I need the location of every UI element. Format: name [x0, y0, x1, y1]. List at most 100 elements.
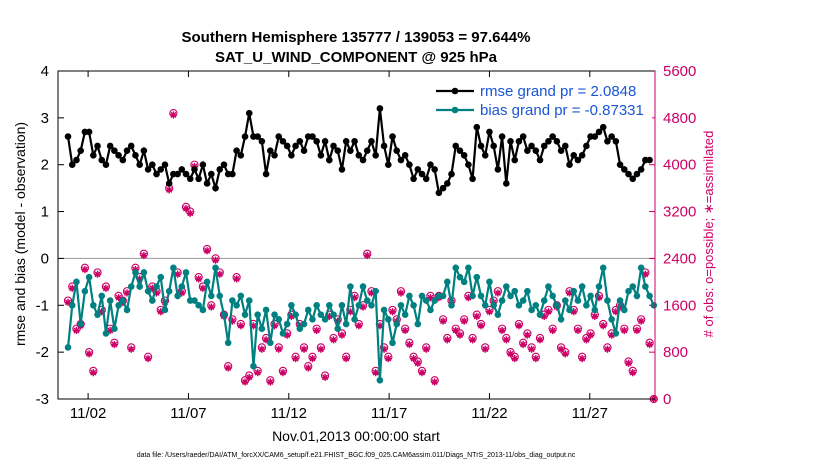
bias-point [245, 297, 253, 304]
bias-point [380, 306, 388, 314]
obs-assimilated-marker [127, 345, 135, 353]
obs-assimilated-marker [72, 326, 81, 335]
bias-point [536, 311, 544, 318]
rmse-point [646, 156, 653, 164]
obs-assimilated-marker [519, 340, 527, 349]
bias-point [393, 320, 401, 328]
bias-point [494, 311, 502, 318]
bias-point [406, 292, 413, 300]
bias-point [283, 320, 291, 328]
rmse-point [456, 147, 464, 154]
obs-assimilated-marker [591, 312, 599, 321]
rmse-point [608, 133, 615, 140]
bias-point [477, 292, 485, 300]
obs-assimilated-marker [207, 303, 215, 311]
bias-point [368, 301, 375, 309]
obs-assimilated-marker [536, 336, 544, 344]
obs-assimilated-marker [468, 336, 477, 344]
rmse-point [620, 166, 628, 173]
rmse-point [174, 170, 181, 178]
x-tick-label: 11/07 [170, 405, 206, 422]
obs-assimilated-marker [182, 205, 190, 213]
rmse-point [283, 142, 291, 150]
obs-assimilated-marker [85, 350, 93, 358]
bias-point [149, 297, 156, 304]
rmse-point [385, 161, 392, 169]
obs-assimilated-marker [544, 308, 553, 316]
rmse-point [515, 137, 523, 145]
bias-point [486, 278, 493, 286]
bias-point [237, 292, 245, 300]
rmse-point [279, 137, 287, 145]
bias-point [140, 269, 148, 276]
rmse-point [275, 133, 283, 140]
y2-tick-label: 0 [663, 391, 671, 408]
bias-point [524, 287, 531, 295]
obs-assimilated-marker [165, 186, 173, 194]
bias-point [469, 292, 476, 300]
obs-assimilated-marker [561, 350, 569, 358]
y2-tick-label: 2400 [663, 250, 696, 267]
obs-assimilated-marker [431, 378, 439, 386]
x-axis-label: Nov.01,2013 00:00:00 start [272, 428, 440, 444]
rmse-point [216, 166, 224, 173]
x-tick-label: 11/17 [371, 405, 407, 422]
obs-assimilated-marker [443, 336, 451, 344]
obs-assimilated-marker [279, 369, 287, 377]
bias-point [178, 283, 186, 290]
rmse-point [599, 123, 607, 131]
bias-point [389, 339, 396, 347]
rmse-point [262, 170, 270, 178]
bias-point [540, 297, 548, 304]
bias-point [599, 264, 607, 272]
rmse-point [296, 137, 304, 145]
rmse-point [557, 147, 565, 154]
bias-point [646, 292, 653, 300]
rmse-point [604, 137, 611, 145]
obs-assimilated-marker [549, 326, 557, 335]
rmse-point [389, 133, 396, 140]
bias-point [102, 330, 110, 337]
obs-assimilated-marker [81, 265, 89, 274]
obs-assimilated-marker [515, 322, 523, 330]
obs-assimilated-marker [186, 209, 194, 217]
obs-assimilated-marker [308, 354, 317, 363]
bias-point [174, 292, 181, 300]
plot-area: 11/02 11/07 11/12 11/17 11/22 11/27 -3 -2 -1 0 1 2 3… [36, 63, 697, 422]
obs-assimilated-marker [245, 373, 253, 381]
rmse-point [191, 166, 198, 173]
obs-assimilated-marker [140, 251, 148, 260]
legend-marker-1 [451, 106, 459, 114]
rmse-point [186, 175, 194, 183]
rmse-point [149, 161, 156, 169]
rmse-point [524, 147, 531, 154]
bias-point [85, 273, 93, 281]
obs-assimilated-marker [574, 326, 582, 335]
rmse-point [490, 142, 497, 150]
bias-point [355, 301, 363, 309]
obs-assimilated-marker [578, 354, 586, 363]
rmse-point [321, 137, 329, 145]
bias-point [321, 316, 329, 323]
rmse-point [494, 166, 502, 173]
x-tick-label: 11/02 [70, 405, 106, 422]
bias-point [90, 301, 97, 309]
rmse-point [549, 133, 556, 140]
rmse-point [220, 161, 228, 169]
rmse-point [477, 142, 485, 150]
bias-point [275, 316, 283, 323]
obs-assimilated-marker [329, 336, 338, 344]
obs-assimilated-marker [102, 284, 110, 292]
obs-assimilated-marker [291, 354, 300, 363]
obs-assimilated-marker [384, 354, 392, 363]
bias-point [111, 325, 118, 333]
obs-assimilated-marker [203, 247, 211, 255]
bias-point [338, 301, 346, 309]
obs-assimilated-marker [317, 345, 325, 353]
legend-marker-0 [451, 87, 459, 95]
obs-assimilated-marker [355, 322, 363, 330]
rmse-point [351, 137, 358, 145]
obs-assimilated-marker [275, 345, 283, 353]
rmse-point [578, 152, 586, 159]
bias-point [115, 301, 122, 309]
